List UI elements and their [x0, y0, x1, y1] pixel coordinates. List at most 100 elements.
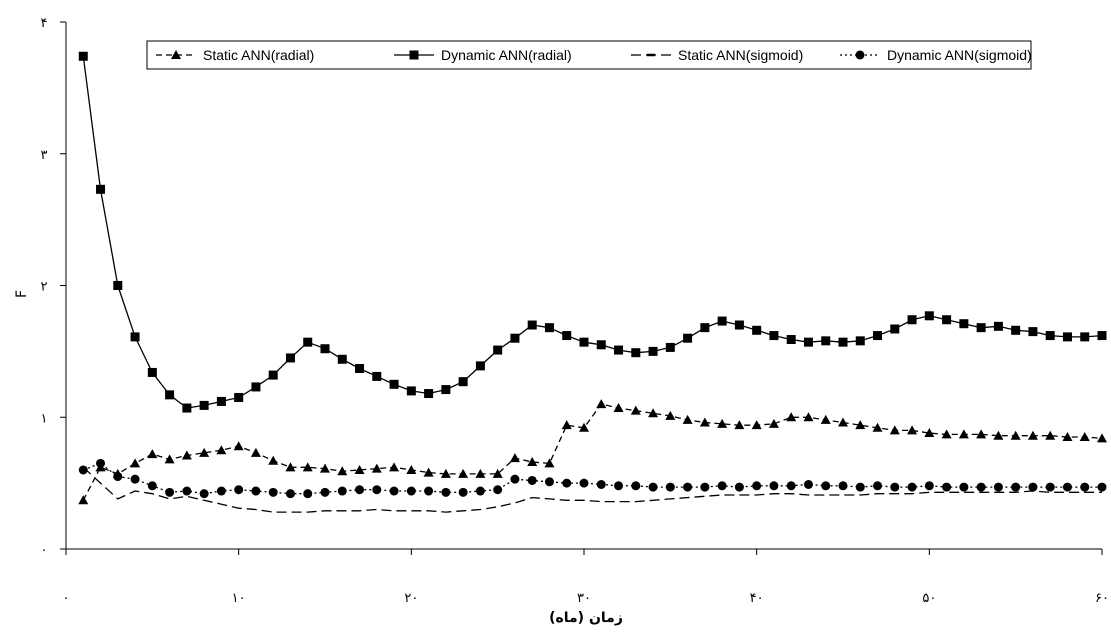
data-point: [820, 414, 831, 424]
data-point: [717, 481, 727, 491]
data-point: [320, 463, 330, 473]
data-point: [130, 332, 140, 342]
data-point: [1097, 331, 1107, 341]
data-point: [976, 482, 986, 492]
legend-item: Dynamic ANN(sigmoid): [840, 47, 1032, 63]
series-2: [78, 51, 1107, 413]
data-point: [1028, 482, 1038, 492]
data-point: [78, 51, 88, 61]
data-point: [475, 486, 485, 496]
legend-marker: [409, 50, 419, 60]
data-point: [475, 468, 486, 478]
data-point: [924, 311, 934, 321]
data-point: [303, 489, 313, 499]
data-point: [631, 348, 641, 358]
data-point: [579, 422, 589, 432]
data-point: [993, 321, 1003, 331]
data-point: [717, 418, 728, 428]
data-point: [1011, 482, 1021, 492]
data-point: [1062, 432, 1073, 442]
data-point: [527, 457, 538, 467]
x-tick-label: ۴۰: [750, 591, 764, 606]
legend-label: Static ANN(sigmoid): [678, 47, 803, 63]
data-point: [458, 377, 468, 387]
data-point: [268, 370, 278, 380]
data-point: [268, 487, 278, 497]
x-tick-label: ۱۰: [232, 591, 246, 606]
data-point: [803, 337, 813, 347]
data-point: [130, 458, 141, 468]
data-point: [371, 463, 382, 473]
data-point: [699, 417, 710, 427]
legend-box: [146, 40, 1032, 70]
data-point: [234, 392, 244, 402]
data-point: [441, 487, 451, 497]
data-point: [838, 337, 848, 347]
series-4: [78, 458, 1107, 499]
data-point: [993, 482, 1003, 492]
data-point: [544, 477, 554, 487]
data-point: [631, 481, 641, 491]
data-point: [1062, 482, 1072, 492]
series-line: [82, 56, 1103, 409]
data-point: [838, 417, 848, 427]
series-layer: [78, 51, 1107, 513]
data-point: [942, 482, 952, 492]
data-point: [838, 481, 848, 491]
data-point: [233, 441, 244, 451]
data-point: [113, 281, 123, 290]
x-tick-label: ۵۰: [922, 591, 936, 606]
y-tick-label: ۴: [41, 16, 48, 31]
data-point: [907, 315, 917, 325]
legend-marker: [855, 50, 865, 60]
data-point: [406, 486, 416, 496]
data-point: [372, 371, 382, 381]
data-point: [648, 482, 658, 492]
data-point: [337, 466, 348, 476]
data-point: [147, 449, 158, 459]
data-point: [683, 482, 693, 492]
data-point: [562, 478, 572, 488]
y-axis-label: F: [14, 290, 30, 298]
data-point: [648, 408, 659, 418]
y-tick-label: ۰: [41, 543, 48, 558]
data-point: [596, 399, 607, 409]
data-point: [1027, 430, 1038, 440]
data-point: [251, 486, 261, 496]
data-point: [337, 486, 347, 496]
data-point: [1097, 433, 1107, 443]
x-tick-label: ۲۰: [404, 591, 418, 606]
x-tick-label: ۳۰: [577, 591, 591, 606]
data-point: [285, 462, 296, 472]
data-point: [216, 445, 227, 455]
data-point: [337, 354, 347, 364]
data-point: [614, 481, 624, 491]
legend: Static ANN(radial) Dynamic ANN(radial) Sta…: [146, 40, 1032, 70]
data-point: [406, 464, 417, 474]
data-point: [424, 486, 434, 496]
data-point: [492, 468, 503, 478]
data-point: [1080, 482, 1090, 492]
data-point: [389, 379, 399, 389]
data-point: [250, 447, 261, 457]
data-point: [354, 464, 365, 474]
x-tick-label: ۶۰: [1095, 591, 1109, 606]
data-point: [855, 420, 866, 430]
data-point: [942, 315, 952, 325]
data-point: [182, 403, 192, 413]
data-point: [199, 400, 209, 410]
data-point: [1045, 331, 1055, 341]
data-point: [234, 485, 244, 495]
data-point: [873, 331, 883, 341]
legend-item: Static ANN(sigmoid): [631, 47, 803, 63]
data-point: [199, 489, 209, 499]
data-point: [1010, 430, 1021, 440]
data-point: [285, 353, 295, 363]
data-point: [216, 486, 226, 496]
data-point: [458, 487, 468, 497]
data-point: [821, 481, 831, 491]
data-point: [734, 482, 744, 492]
data-point: [907, 425, 918, 435]
data-point: [700, 323, 710, 333]
